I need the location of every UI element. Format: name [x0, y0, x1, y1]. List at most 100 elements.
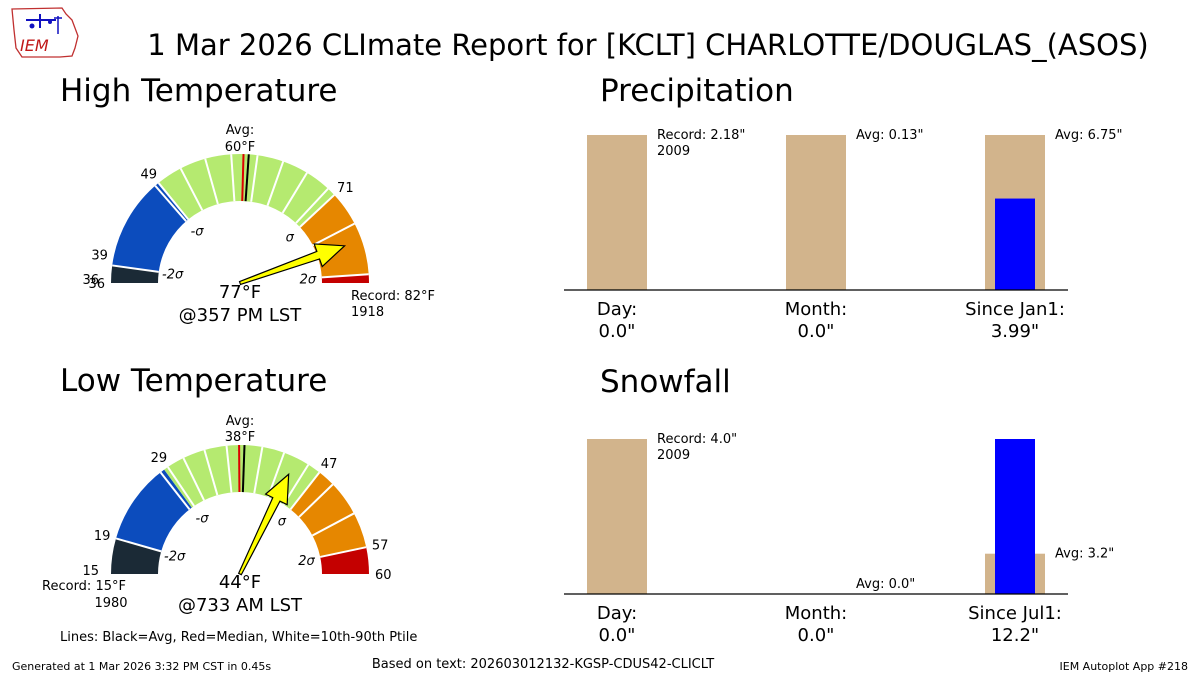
low-percentile-line-0	[159, 471, 191, 510]
high-sigma-divider-plus1	[299, 194, 335, 228]
high-percentile-line-4	[250, 155, 259, 202]
high-percentile-line-3	[230, 154, 236, 202]
low-tick-label-min: 15	[82, 564, 99, 579]
iem-logo: IEM	[11, 7, 79, 58]
low-gauge-band-0	[111, 538, 162, 574]
high-sigma-label-plus2: 2σ	[300, 272, 317, 287]
precipitation-observed-label-1: 0.0"	[798, 321, 835, 342]
low-percentile-line-1	[182, 457, 205, 501]
lines-legend: Lines: Black=Avg, Red=Median, White=10th…	[60, 630, 417, 645]
high-temp-avg-label: Avg:	[226, 123, 254, 138]
low-percentile-line-4	[253, 446, 264, 494]
low-temp-time: @733 AM LST	[178, 595, 303, 616]
high-temp-time: @357 PM LST	[179, 305, 303, 326]
high-sigma-label-minus2: -2σ	[162, 268, 184, 283]
high-percentile-line-6	[281, 172, 308, 214]
low-tick-label-57: 57	[372, 539, 389, 554]
high-temp-title: High Temperature	[60, 73, 337, 109]
precipitation-reference-bar-0	[587, 135, 647, 290]
low-temperature-gauge: Low Temperature -2σ -σ σ 2σ 19 29 47 57 60 15 44°…	[42, 363, 392, 616]
high-value-needle	[238, 243, 347, 286]
snowfall-observed-label-1: 0.0"	[798, 625, 835, 646]
precipitation-reference-label-1: Avg: 0.13"	[856, 128, 924, 143]
high-temperature-gauge: High Temperature -2σ -σ σ 2σ 36 39 49 71 36 77°F…	[60, 73, 435, 326]
low-sigma-divider-plus2	[320, 546, 367, 558]
low-temp-record: Record: 15°F	[42, 579, 126, 594]
low-avg-line	[241, 445, 246, 493]
low-gauge-band-2	[164, 445, 320, 510]
snowfall-category-label-1: Month:	[785, 603, 847, 624]
high-sigma-label-plus1: σ	[286, 231, 295, 246]
precipitation-title: Precipitation	[600, 73, 794, 109]
high-temp-avg-value: 60°F	[225, 140, 256, 155]
low-temp-record-year: 1980	[94, 596, 127, 611]
snowfall-observed-bar-2	[995, 439, 1035, 594]
precipitation-chart: Precipitation Record: 2.18"2009Day:0.0"A…	[564, 73, 1123, 342]
precipitation-reference-bar-1	[786, 135, 846, 290]
snowfall-observed-label-0: 0.0"	[599, 625, 636, 646]
snowfall-reference-label-2: Avg: 3.2"	[1055, 547, 1114, 562]
precipitation-observed-label-2: 3.99"	[991, 321, 1039, 342]
high-percentile-line-7	[295, 188, 329, 224]
high-gauge-band-4	[321, 274, 369, 283]
high-tick-label-39: 39	[91, 248, 108, 263]
low-percentile-line-8	[311, 512, 355, 537]
precipitation-category-label-0: Day:	[597, 299, 637, 320]
high-percentile-line-2	[204, 158, 219, 205]
high-sigma-label-minus1: -σ	[191, 224, 205, 239]
low-temp-value: 44°F	[219, 572, 261, 593]
low-temp-avg-value: 38°F	[225, 430, 256, 445]
low-sigma-label-plus1: σ	[278, 514, 287, 529]
low-gauge-band-3	[290, 472, 367, 557]
low-tick-label-19: 19	[94, 529, 111, 544]
low-sigma-divider-minus1	[167, 466, 195, 507]
snowfall-reference-label-0: Record: 4.0"	[657, 432, 737, 447]
high-gauge-band-3	[299, 194, 369, 278]
low-sigma-divider-minus2	[115, 537, 162, 553]
high-percentile-line-5	[266, 161, 285, 207]
high-tick-label-71: 71	[337, 181, 354, 196]
snowfall-category-label-2: Since Jul1:	[968, 603, 1062, 624]
snowfall-reference-sublabel-0: 2009	[657, 448, 690, 463]
high-median-line	[241, 154, 245, 202]
high-gauge-band-0	[111, 265, 159, 283]
low-sigma-label-plus2: 2σ	[298, 554, 315, 569]
precipitation-category-label-1: Month:	[785, 299, 847, 320]
low-temp-title: Low Temperature	[60, 363, 327, 399]
snowfall-category-label-0: Day:	[597, 603, 637, 624]
high-tick-label-36: 36	[88, 277, 105, 292]
low-tick-label-47: 47	[321, 457, 338, 472]
high-sigma-divider-minus1	[157, 182, 190, 221]
high-gauge-band-1	[112, 182, 189, 272]
low-percentile-line-3	[225, 445, 233, 493]
low-tick-label-29: 29	[151, 451, 168, 466]
high-sigma-divider-minus2	[112, 264, 159, 273]
high-percentile-line-1	[179, 168, 204, 211]
high-sigma-divider-plus2	[321, 273, 369, 279]
precipitation-reference-label-2: Avg: 6.75"	[1055, 128, 1123, 143]
low-temp-avg-label: Avg:	[226, 414, 254, 429]
snowfall-reference-label-1: Avg: 0.0"	[856, 577, 915, 592]
low-sigma-divider-plus1	[289, 471, 321, 510]
snowfall-title: Snowfall	[600, 364, 731, 400]
high-temp-gauge-art: -2σ -σ σ 2σ 36 39 49 71 36	[82, 153, 369, 292]
app-note: IEM Autoplot App #218	[1060, 660, 1189, 673]
low-temp-gauge-art: -2σ -σ σ 2σ 19 29 47 57 60 15	[82, 444, 392, 583]
precipitation-reference-sublabel-0: 2009	[657, 144, 690, 159]
snowfall-observed-label-2: 12.2"	[991, 625, 1039, 646]
high-temp-record-year: 1918	[351, 305, 384, 320]
low-value-needle	[237, 472, 290, 576]
high-temp-value: 77°F	[219, 282, 261, 303]
high-percentile-line-8	[312, 222, 355, 247]
low-percentile-line-2	[203, 449, 219, 496]
low-sigma-label-minus1: -σ	[196, 512, 210, 527]
source-text-note: Based on text: 202603012132-KGSP-CDUS42-…	[372, 657, 714, 672]
low-tick-label-60: 60	[375, 568, 392, 583]
snowfall-reference-bar-0	[587, 439, 647, 594]
low-sigma-label-minus2: -2σ	[164, 549, 186, 564]
high-avg-line	[244, 154, 250, 202]
generated-note: Generated at 1 Mar 2026 3:32 PM CST in 0…	[12, 660, 271, 673]
low-gauge-band-1	[115, 469, 192, 552]
